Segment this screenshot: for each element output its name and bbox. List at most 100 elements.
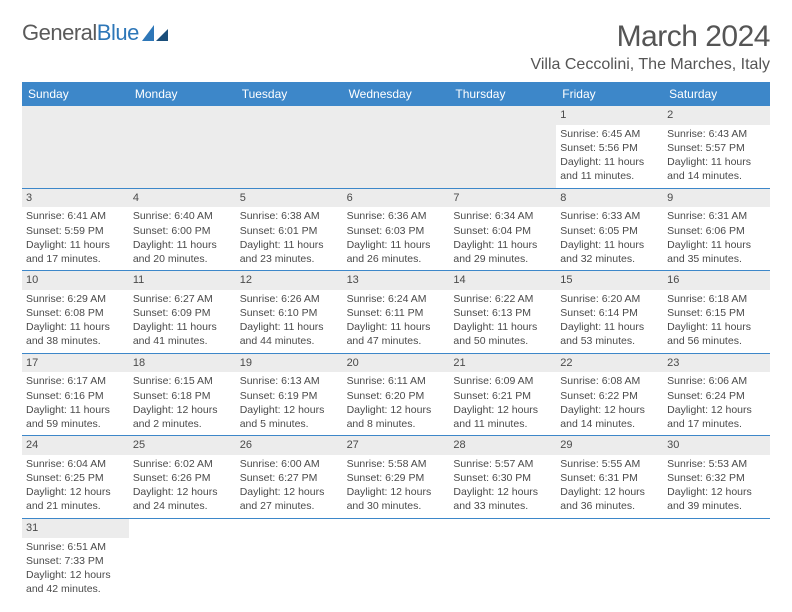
day-line-sunset: Sunset: 7:33 PM [26, 554, 125, 568]
day-line-day2: and 35 minutes. [667, 252, 766, 266]
day-number: 6 [343, 189, 450, 208]
day-line-day2: and 27 minutes. [240, 499, 339, 513]
day-line-sunset: Sunset: 5:59 PM [26, 224, 125, 238]
brand-part1: General [22, 20, 97, 46]
day-number: 7 [449, 189, 556, 208]
day-info: Sunrise: 6:26 AMSunset: 6:10 PMDaylight:… [240, 292, 339, 349]
day-info: Sunrise: 6:22 AMSunset: 6:13 PMDaylight:… [453, 292, 552, 349]
day-number: 14 [449, 271, 556, 290]
day-cell: 7Sunrise: 6:34 AMSunset: 6:04 PMDaylight… [449, 189, 556, 271]
day-info: Sunrise: 6:00 AMSunset: 6:27 PMDaylight:… [240, 457, 339, 514]
day-info: Sunrise: 6:11 AMSunset: 6:20 PMDaylight:… [347, 374, 446, 431]
day-line-sunset: Sunset: 6:00 PM [133, 224, 232, 238]
day-number: 9 [663, 189, 770, 208]
day-line-sunrise: Sunrise: 6:26 AM [240, 292, 339, 306]
day-line-sunrise: Sunrise: 6:18 AM [667, 292, 766, 306]
day-line-sunrise: Sunrise: 6:33 AM [560, 209, 659, 223]
empty-day-cell [129, 106, 236, 188]
day-info: Sunrise: 6:45 AMSunset: 5:56 PMDaylight:… [560, 127, 659, 184]
day-line-sunrise: Sunrise: 6:08 AM [560, 374, 659, 388]
day-line-day2: and 24 minutes. [133, 499, 232, 513]
weekday-header: Wednesday [343, 82, 450, 106]
day-line-sunrise: Sunrise: 5:58 AM [347, 457, 446, 471]
day-line-sunset: Sunset: 6:19 PM [240, 389, 339, 403]
empty-day-cell [556, 519, 663, 601]
empty-day-cell [236, 519, 343, 601]
weekday-header: Friday [556, 82, 663, 106]
day-line-sunset: Sunset: 6:09 PM [133, 306, 232, 320]
day-line-day1: Daylight: 11 hours [667, 238, 766, 252]
day-number: 4 [129, 189, 236, 208]
day-line-sunset: Sunset: 6:29 PM [347, 471, 446, 485]
day-line-sunrise: Sunrise: 6:29 AM [26, 292, 125, 306]
day-line-day2: and 30 minutes. [347, 499, 446, 513]
day-info: Sunrise: 6:09 AMSunset: 6:21 PMDaylight:… [453, 374, 552, 431]
weekday-header: Saturday [663, 82, 770, 106]
day-line-day2: and 39 minutes. [667, 499, 766, 513]
day-line-day2: and 29 minutes. [453, 252, 552, 266]
day-number: 19 [236, 354, 343, 373]
day-cell: 30Sunrise: 5:53 AMSunset: 6:32 PMDayligh… [663, 436, 770, 518]
brand-logo: GeneralBlue [22, 20, 168, 49]
day-line-sunrise: Sunrise: 6:31 AM [667, 209, 766, 223]
day-line-sunset: Sunset: 6:13 PM [453, 306, 552, 320]
day-line-day1: Daylight: 11 hours [26, 238, 125, 252]
day-number: 24 [22, 436, 129, 455]
page-title: March 2024 [530, 20, 770, 54]
day-line-sunset: Sunset: 6:27 PM [240, 471, 339, 485]
day-cell: 1 Sunrise: 6:45 AMSunset: 5:56 PMDaylight… [556, 106, 663, 188]
day-line-sunrise: Sunrise: 6:09 AM [453, 374, 552, 388]
day-line-day1: Daylight: 12 hours [453, 485, 552, 499]
day-line-sunrise: Sunrise: 6:45 AM [560, 127, 659, 141]
day-line-day1: Daylight: 11 hours [240, 320, 339, 334]
day-info: Sunrise: 6:43 AMSunset: 5:57 PMDaylight:… [667, 127, 766, 184]
day-line-sunrise: Sunrise: 6:17 AM [26, 374, 125, 388]
day-line-sunrise: Sunrise: 6:02 AM [133, 457, 232, 471]
day-line-sunrise: Sunrise: 6:00 AM [240, 457, 339, 471]
day-line-day1: Daylight: 12 hours [667, 403, 766, 417]
weekday-header: Tuesday [236, 82, 343, 106]
day-cell: 4Sunrise: 6:40 AMSunset: 6:00 PMDaylight… [129, 189, 236, 271]
day-line-day2: and 41 minutes. [133, 334, 232, 348]
day-cell: 27Sunrise: 5:58 AMSunset: 6:29 PMDayligh… [343, 436, 450, 518]
day-line-day1: Daylight: 11 hours [560, 155, 659, 169]
brand-part2: Blue [97, 20, 139, 46]
day-info: Sunrise: 6:33 AMSunset: 6:05 PMDaylight:… [560, 209, 659, 266]
day-line-day1: Daylight: 12 hours [26, 568, 125, 582]
day-line-sunrise: Sunrise: 6:20 AM [560, 292, 659, 306]
day-line-day1: Daylight: 11 hours [453, 238, 552, 252]
weekday-header: Monday [129, 82, 236, 106]
day-line-day2: and 44 minutes. [240, 334, 339, 348]
day-line-sunset: Sunset: 6:06 PM [667, 224, 766, 238]
day-line-day1: Daylight: 12 hours [133, 485, 232, 499]
day-line-sunset: Sunset: 5:56 PM [560, 141, 659, 155]
day-line-sunset: Sunset: 6:11 PM [347, 306, 446, 320]
day-line-sunset: Sunset: 6:18 PM [133, 389, 232, 403]
day-number: 1 [556, 106, 663, 125]
day-line-sunset: Sunset: 6:24 PM [667, 389, 766, 403]
day-info: Sunrise: 6:41 AMSunset: 5:59 PMDaylight:… [26, 209, 125, 266]
day-number: 16 [663, 271, 770, 290]
day-line-day1: Daylight: 11 hours [667, 320, 766, 334]
day-cell: 25 Sunrise: 6:02 AMSunset: 6:26 PMDayligh… [129, 436, 236, 518]
day-line-day1: Daylight: 11 hours [560, 238, 659, 252]
day-info: Sunrise: 6:08 AMSunset: 6:22 PMDaylight:… [560, 374, 659, 431]
day-number: 29 [556, 436, 663, 455]
day-info: Sunrise: 6:02 AMSunset: 6:26 PMDaylight:… [133, 457, 232, 514]
day-cell: 21Sunrise: 6:09 AMSunset: 6:21 PMDayligh… [449, 354, 556, 436]
day-line-day2: and 59 minutes. [26, 417, 125, 431]
day-line-day1: Daylight: 12 hours [560, 403, 659, 417]
day-line-sunrise: Sunrise: 6:41 AM [26, 209, 125, 223]
calendar-week-row: 31Sunrise: 6:51 AMSunset: 7:33 PMDayligh… [22, 519, 770, 601]
day-line-sunset: Sunset: 6:30 PM [453, 471, 552, 485]
day-cell: 28Sunrise: 5:57 AMSunset: 6:30 PMDayligh… [449, 436, 556, 518]
day-info: Sunrise: 6:38 AMSunset: 6:01 PMDaylight:… [240, 209, 339, 266]
day-info: Sunrise: 6:24 AMSunset: 6:11 PMDaylight:… [347, 292, 446, 349]
day-cell: 13Sunrise: 6:24 AMSunset: 6:11 PMDayligh… [343, 271, 450, 353]
day-number: 25 [129, 436, 236, 455]
empty-day-cell [22, 106, 129, 188]
calendar-grid: SundayMondayTuesdayWednesdayThursdayFrid… [22, 82, 770, 600]
day-line-sunrise: Sunrise: 6:40 AM [133, 209, 232, 223]
day-line-day2: and 21 minutes. [26, 499, 125, 513]
calendar-week-row: 17Sunrise: 6:17 AMSunset: 6:16 PMDayligh… [22, 354, 770, 437]
